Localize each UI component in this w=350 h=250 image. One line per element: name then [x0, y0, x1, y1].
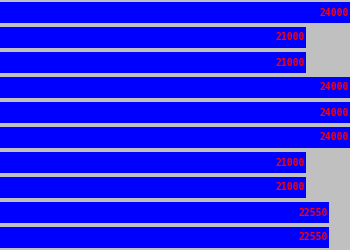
Text: 24000: 24000 [320, 108, 349, 118]
Bar [0, 152, 306, 173]
Bar [0, 177, 306, 198]
Bar [0, 227, 329, 248]
Text: 24000: 24000 [320, 82, 349, 92]
Text: 22550: 22550 [299, 232, 328, 242]
Bar [0, 77, 350, 98]
Bar [0, 127, 350, 148]
Text: 24000: 24000 [320, 132, 349, 142]
Bar [0, 2, 350, 23]
Bar [0, 202, 329, 223]
Text: 24000: 24000 [320, 8, 349, 18]
Text: 21000: 21000 [276, 182, 305, 192]
Text: 22550: 22550 [299, 208, 328, 218]
Bar [0, 52, 306, 73]
Text: 21000: 21000 [276, 58, 305, 68]
Text: 21000: 21000 [276, 158, 305, 168]
Text: 21000: 21000 [276, 32, 305, 42]
Bar [0, 27, 306, 48]
Bar [0, 102, 350, 123]
